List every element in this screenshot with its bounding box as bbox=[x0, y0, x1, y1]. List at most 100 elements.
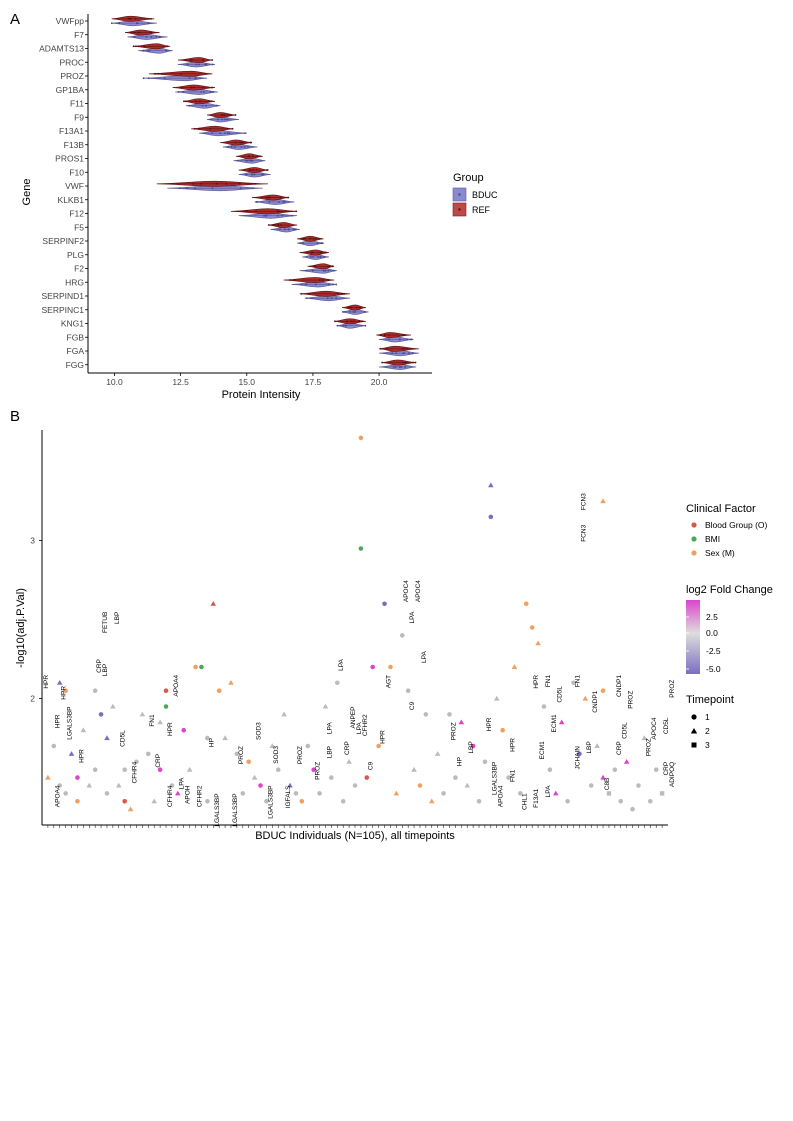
gene-label-f13b: F13B bbox=[64, 140, 85, 150]
ref-point-fgb bbox=[383, 334, 386, 336]
ref-point-fgg bbox=[412, 361, 415, 364]
gene-annotation: LGALS3BP bbox=[267, 786, 274, 819]
bduc-point-f13a1 bbox=[224, 132, 226, 135]
data-point bbox=[458, 719, 465, 725]
ref-point-f13b bbox=[250, 141, 253, 144]
gene-annotation: CRP bbox=[616, 741, 623, 755]
ref-point-vwfpp bbox=[134, 17, 137, 20]
data-point bbox=[293, 791, 299, 796]
data-point bbox=[222, 735, 228, 741]
data-point bbox=[606, 791, 612, 796]
ref-point-gp1ba bbox=[201, 86, 204, 89]
ref-point-vwf bbox=[215, 182, 218, 185]
bduc-point-adamts13 bbox=[146, 49, 149, 52]
panel-b-y-axis-title: -log10(adj.P.Val) bbox=[15, 588, 27, 668]
gene-annotation: LPA bbox=[338, 658, 345, 670]
bduc-point-plg bbox=[309, 256, 312, 258]
bduc-point-f12 bbox=[265, 214, 267, 217]
ref-point-vwfpp bbox=[150, 17, 152, 20]
bduc-point-gp1ba bbox=[200, 91, 203, 93]
bduc-point-klkb1 bbox=[278, 201, 280, 203]
data-point bbox=[541, 704, 547, 709]
bduc-point-gp1ba bbox=[182, 91, 184, 93]
ref-point-vwfpp bbox=[130, 17, 132, 20]
data-point bbox=[329, 775, 334, 780]
data-point bbox=[205, 799, 210, 804]
bduc-point-serpinf2 bbox=[321, 242, 324, 245]
data-point bbox=[127, 806, 134, 812]
gene-annotation: APOC4 bbox=[415, 580, 422, 602]
data-point bbox=[246, 759, 251, 765]
bduc-point-fgg bbox=[404, 366, 407, 368]
bduc-point-f12 bbox=[291, 214, 293, 217]
ref-point-pros1 bbox=[259, 155, 262, 158]
legend-fold-change: log2 Fold Change 2.5 0.0 -2.5 -5.0 bbox=[686, 584, 773, 674]
gene-annotation: LPA bbox=[356, 722, 363, 734]
ref-point-f9 bbox=[234, 114, 237, 116]
ref-point-fgb bbox=[387, 334, 390, 336]
bduc-point-fgb bbox=[388, 338, 391, 341]
bduc-point-f2 bbox=[327, 269, 330, 272]
bduc-point-hrg bbox=[335, 283, 338, 286]
gene-annotation: LPA bbox=[545, 785, 552, 797]
data-point bbox=[275, 767, 281, 772]
gene-annotation: AGT bbox=[385, 675, 392, 688]
ref-point-adamts13 bbox=[143, 45, 146, 48]
bduc-point-f2 bbox=[322, 269, 325, 272]
gene-annotation: ECM1 bbox=[539, 741, 546, 759]
ref-point-pros1 bbox=[256, 155, 259, 158]
data-point bbox=[453, 775, 458, 780]
ref-point-adamts13 bbox=[137, 45, 140, 48]
panel-b-x-axis-title: BDUC Individuals (N=105), all timepoints bbox=[255, 830, 455, 842]
ref-point-klkb1 bbox=[267, 196, 270, 199]
gene-annotation: LBP bbox=[102, 664, 109, 676]
ref-point-fgb bbox=[380, 334, 383, 336]
gene-annotation: CRP bbox=[344, 741, 351, 755]
data-point bbox=[588, 783, 594, 788]
ref-point-f11 bbox=[210, 100, 213, 103]
ref-point-vwf bbox=[225, 182, 228, 185]
ref-point-f2 bbox=[331, 265, 334, 268]
gene-annotation: APOC4 bbox=[403, 580, 410, 602]
ref-point-f12 bbox=[244, 210, 247, 213]
panel-a-x-tick-label: 15.0 bbox=[238, 377, 255, 387]
ref-point-serpinf2 bbox=[315, 237, 318, 240]
bduc-point-vwfpp bbox=[118, 22, 120, 25]
ref-point-hrg bbox=[318, 279, 321, 281]
data-point bbox=[411, 766, 417, 772]
data-point bbox=[428, 798, 435, 804]
legend-ref-label: REF bbox=[472, 205, 491, 215]
bduc-point-f13a1 bbox=[244, 132, 246, 135]
bduc-point-adamts13 bbox=[165, 49, 168, 52]
gene-annotation: APOA4 bbox=[55, 785, 62, 807]
data-point bbox=[577, 751, 582, 757]
gene-annotation: FN1 bbox=[149, 714, 156, 727]
ref-point-f10 bbox=[249, 169, 252, 171]
data-point bbox=[482, 759, 488, 765]
ref-point-plg bbox=[310, 251, 312, 254]
panel-b-y-axis-title-text: -log10(adj.P.Val) bbox=[15, 588, 27, 668]
ref-point-kng1 bbox=[334, 320, 336, 323]
gene-label-f10: F10 bbox=[69, 167, 84, 177]
gene-annotation: FN1 bbox=[574, 675, 581, 688]
bduc-point-serpind1 bbox=[309, 297, 312, 300]
gene-annotation: HPR bbox=[380, 730, 387, 744]
bduc-point-fgg bbox=[394, 366, 397, 368]
gene-annotation: CNDP1 bbox=[592, 690, 599, 712]
data-point bbox=[423, 712, 429, 717]
bduc-point-hrg bbox=[305, 283, 308, 286]
bduc-point-serpinf2 bbox=[316, 242, 319, 245]
data-point bbox=[216, 688, 222, 693]
bduc-point-f5 bbox=[292, 228, 295, 231]
bduc-point-plg bbox=[319, 256, 322, 258]
ref-point-f13b bbox=[234, 141, 237, 144]
legend-bmi-label: BMI bbox=[705, 534, 720, 544]
legend-bmi-dot bbox=[691, 536, 697, 542]
bduc-point-fga bbox=[391, 352, 394, 355]
legend-tp2-shape bbox=[690, 728, 698, 734]
gene-label-vwf: VWF bbox=[65, 181, 84, 191]
data-point bbox=[63, 688, 68, 693]
data-point bbox=[470, 743, 476, 749]
legend-fold-label-m25: -2.5 bbox=[706, 646, 721, 656]
gene-annotation: PROZ bbox=[450, 722, 457, 740]
